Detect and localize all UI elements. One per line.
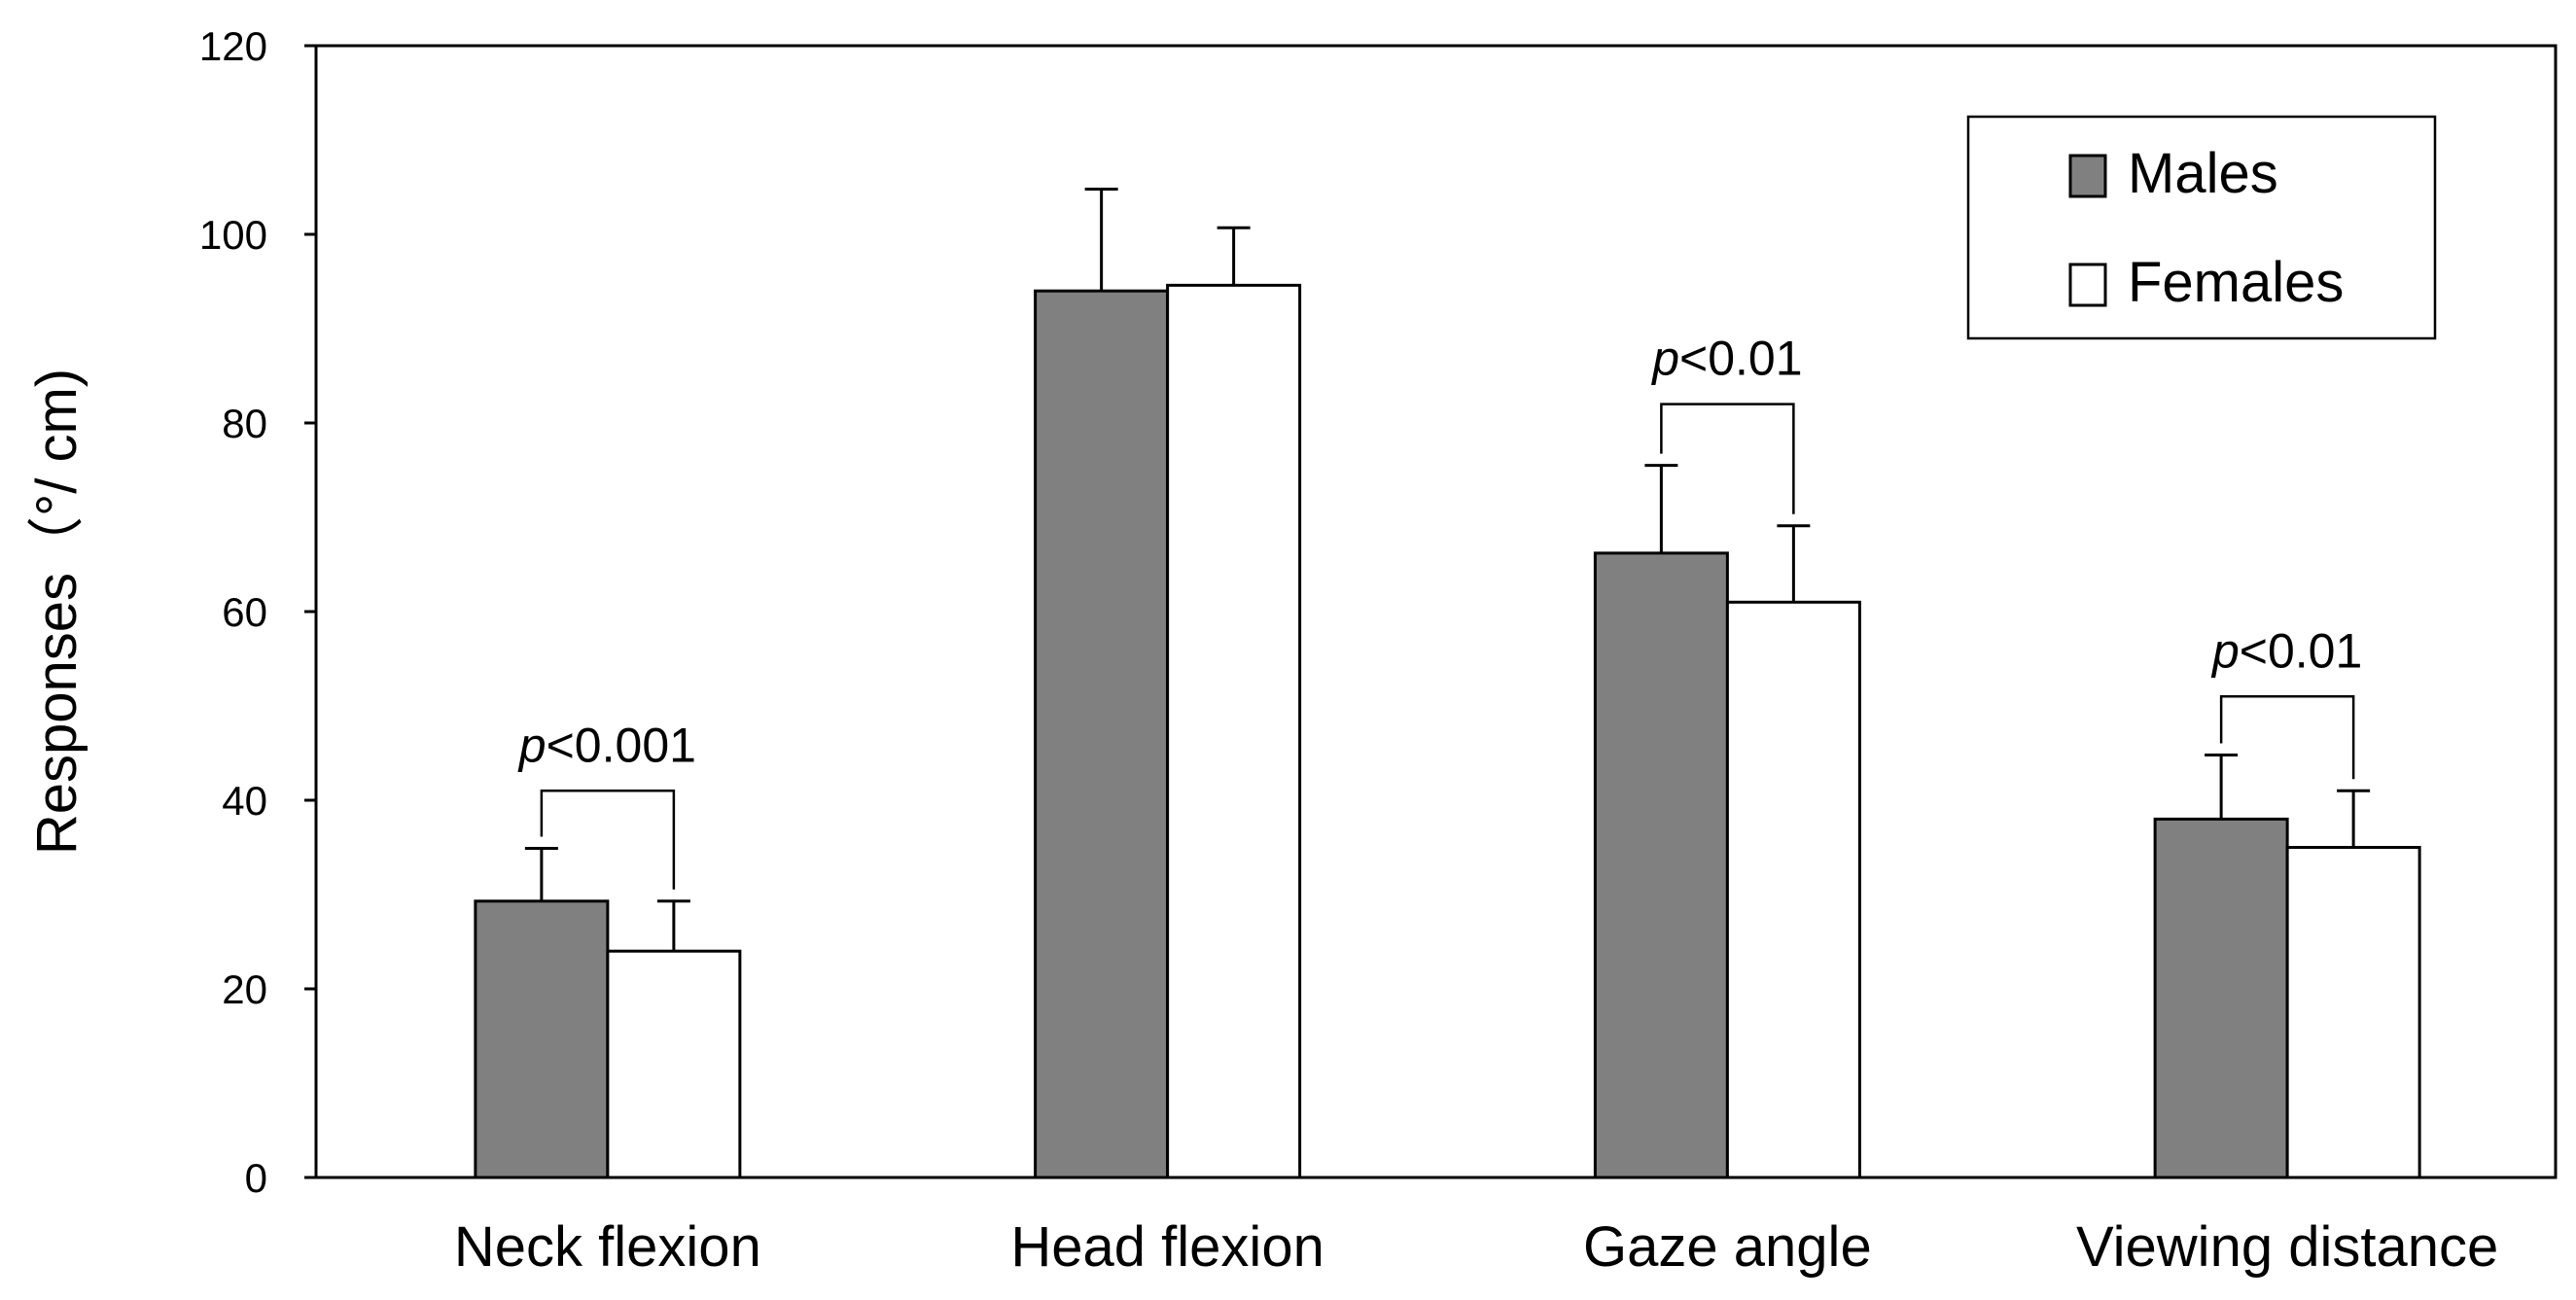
- y-tick-label: 80: [222, 401, 267, 446]
- significance-bracket: [540, 790, 676, 890]
- bar-females: [1166, 283, 1302, 1179]
- bar-males: [2153, 817, 2289, 1179]
- y-tick-label: 20: [222, 966, 267, 1012]
- bar-males: [474, 899, 610, 1179]
- y-tick-label: 100: [199, 212, 267, 258]
- x-category-label: Head flexion: [1010, 1215, 1323, 1279]
- bar-females: [606, 949, 742, 1179]
- x-category-label: Viewing distance: [2076, 1215, 2498, 1279]
- p-symbol: p: [1650, 332, 1679, 386]
- bar-males: [1034, 289, 1170, 1179]
- y-tick-label: 60: [222, 589, 267, 635]
- p-value: <0.001: [547, 718, 696, 772]
- significance-label: p<0.001: [517, 718, 696, 772]
- bar-females: [2285, 846, 2421, 1179]
- legend-label-males: Males: [2128, 142, 2278, 205]
- bars: [474, 187, 2421, 1179]
- bar-males: [1593, 551, 1729, 1179]
- x-category-label: Neck flexion: [454, 1215, 761, 1279]
- y-tick-label: 120: [199, 23, 267, 69]
- significance-bracket: [2219, 695, 2355, 780]
- p-symbol: p: [517, 718, 547, 772]
- p-value: <0.01: [2240, 623, 2363, 678]
- y-tick-label: 0: [245, 1155, 267, 1201]
- y-axis: 0 20 40 60 80 100 120: [199, 23, 316, 1201]
- x-category-label: Gaze angle: [1583, 1215, 1872, 1279]
- bar-females: [1725, 600, 1861, 1179]
- legend-swatch-males: [2068, 154, 2107, 198]
- significance-bracket: [1660, 403, 1795, 514]
- y-axis-label: Responses（°/ cm): [25, 369, 88, 855]
- p-value: <0.01: [1679, 332, 1803, 386]
- significance-label: p<0.01: [1650, 332, 1802, 386]
- legend-swatch-females: [2068, 263, 2107, 307]
- legend: Males Females: [1966, 115, 2437, 340]
- x-axis: Neck flexion Head flexion Gaze angle Viewin…: [454, 1215, 2498, 1279]
- y-tick-label: 40: [222, 778, 267, 824]
- p-symbol: p: [2210, 623, 2240, 678]
- legend-label-females: Females: [2128, 251, 2344, 314]
- legend-box: [1966, 115, 2437, 340]
- significance-label: p<0.01: [2210, 623, 2362, 678]
